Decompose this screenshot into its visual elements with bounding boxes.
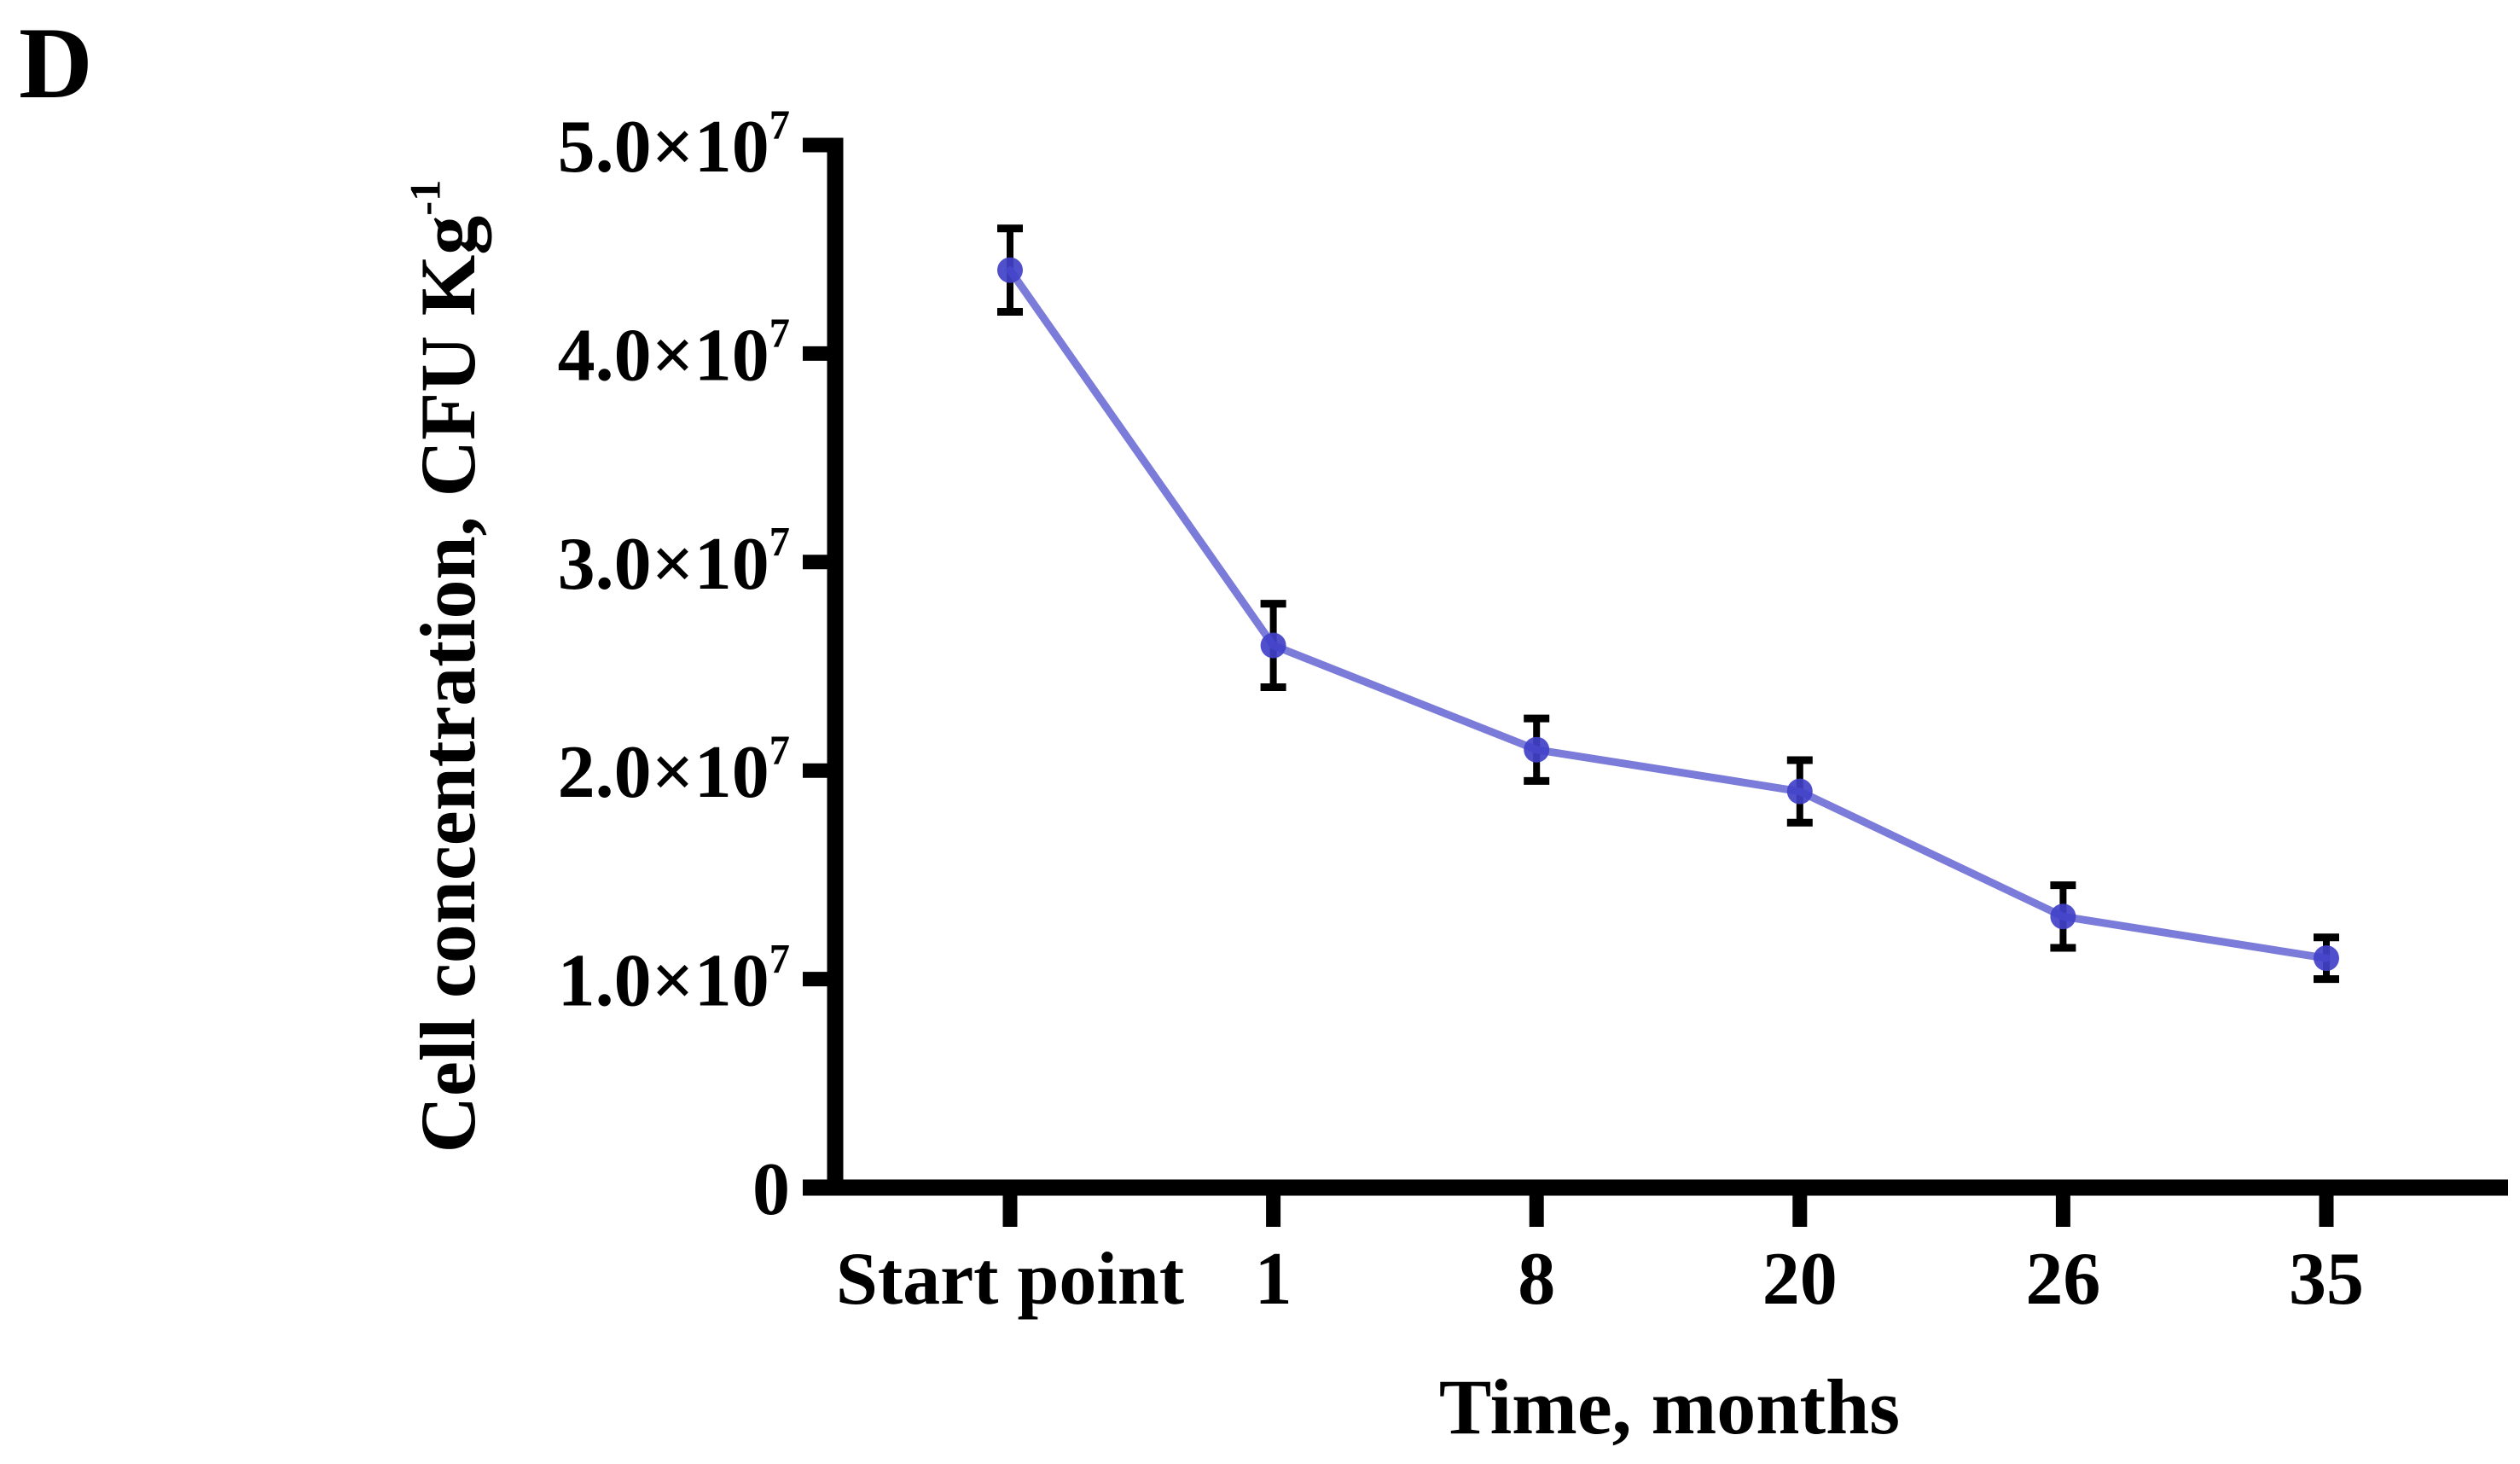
x-tick-label: 1 <box>1255 1238 1292 1321</box>
data-line <box>1006 266 2331 962</box>
data-point <box>1786 778 1813 805</box>
y-tick-label: 4.0×107 <box>558 311 790 398</box>
y-tick-label: 5.0×107 <box>558 102 790 189</box>
data-point <box>2050 903 2076 930</box>
y-axis-title: Cell concentration, CFU Kg-1 <box>402 180 491 1153</box>
x-tick-label: 8 <box>1518 1238 1555 1321</box>
y-tick-label: 3.0×107 <box>558 520 790 606</box>
data-point <box>1260 632 1286 659</box>
x-tick-label: 20 <box>1762 1238 1838 1321</box>
panel-label: D <box>19 6 93 119</box>
data-point <box>997 257 1023 283</box>
x-tick-label: 26 <box>2025 1238 2100 1321</box>
x-axis-title: Time, months <box>1439 1363 1900 1450</box>
data-point <box>2314 945 2339 972</box>
x-tick-label: 35 <box>2289 1238 2364 1321</box>
data-point <box>1524 736 1550 763</box>
x-tick-label: Start point <box>836 1238 1184 1321</box>
y-tick-label: 1.0×107 <box>558 937 790 1023</box>
y-tick-label: 0 <box>752 1148 790 1231</box>
y-tick-label: 2.0×107 <box>558 728 790 814</box>
